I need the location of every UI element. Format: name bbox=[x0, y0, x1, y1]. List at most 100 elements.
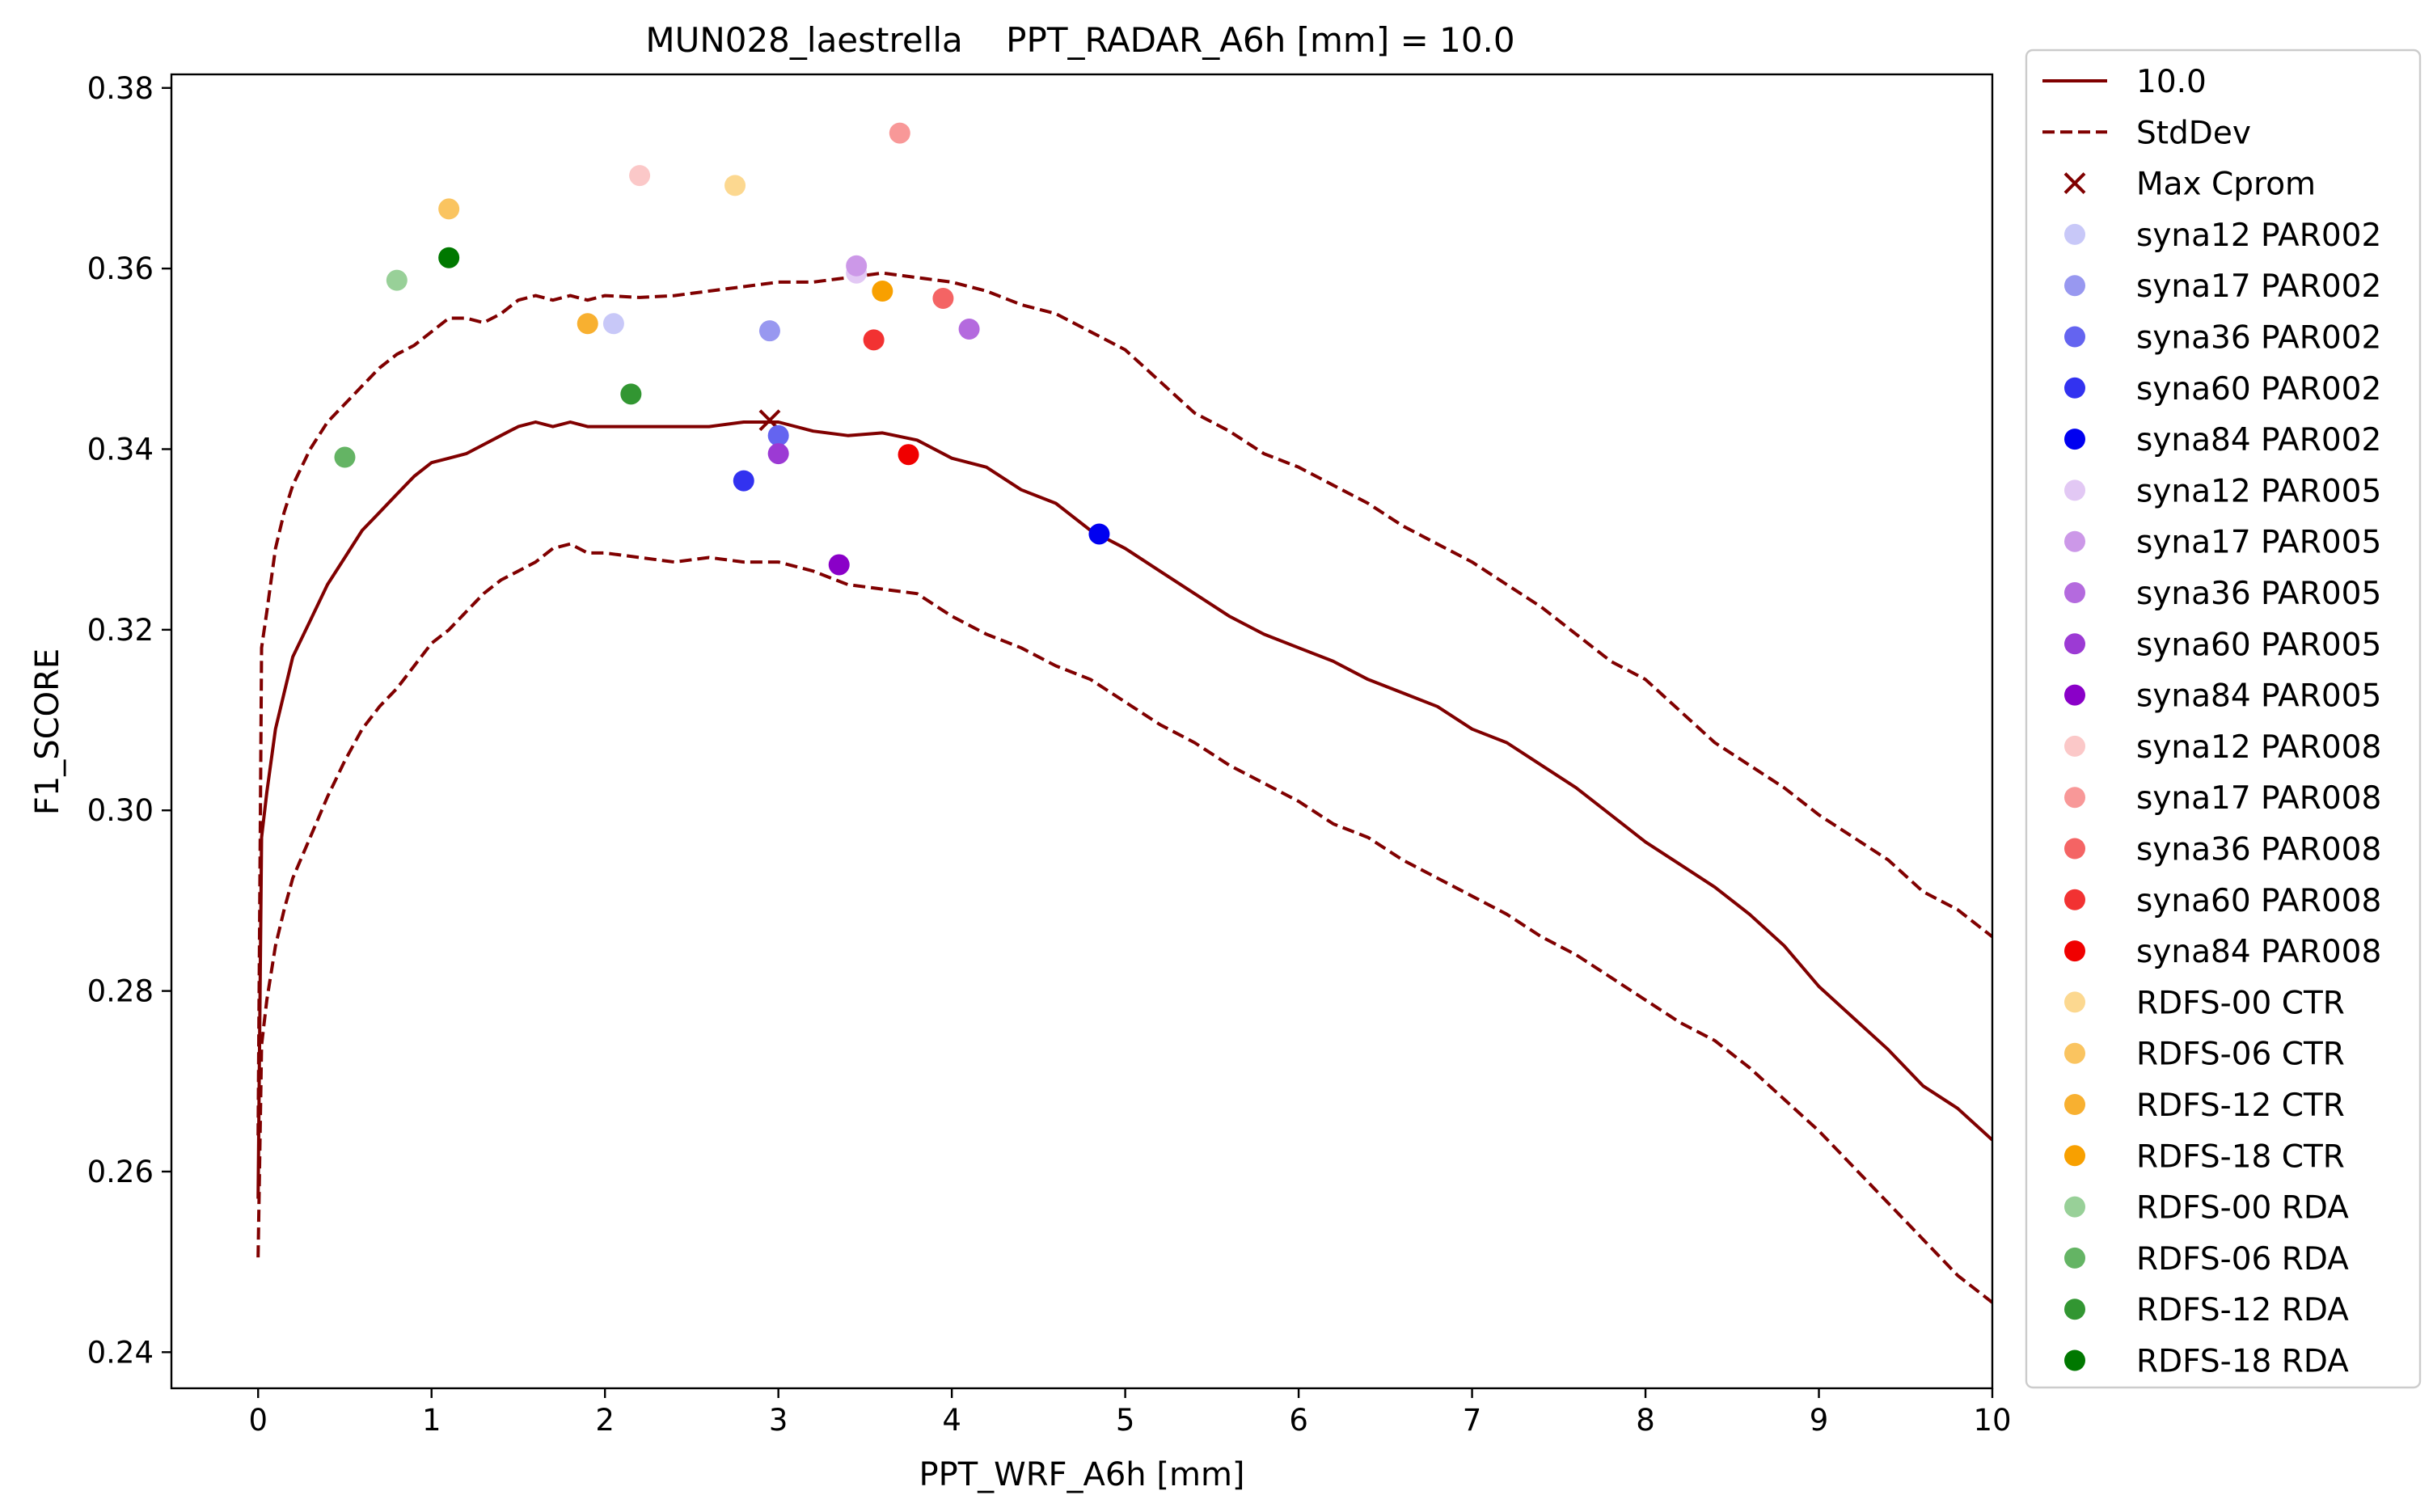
x-tick-label-8: 8 bbox=[1636, 1403, 1655, 1438]
point-syna60-par008 bbox=[863, 329, 885, 351]
legend-item-10-0: 10.0 bbox=[2042, 64, 2207, 100]
legend-marker bbox=[2064, 582, 2085, 603]
legend-item-syna84-par008: syna84 PAR008 bbox=[2064, 934, 2381, 970]
legend-marker bbox=[2064, 1247, 2085, 1269]
legend-label: syna84 PAR002 bbox=[2136, 422, 2381, 458]
legend-marker bbox=[2064, 1196, 2085, 1218]
point-syna17-par005 bbox=[846, 255, 868, 277]
legend-item-syna17-par002: syna17 PAR002 bbox=[2064, 268, 2381, 305]
legend-marker bbox=[2064, 735, 2085, 757]
legend-item-syna60-par008: syna60 PAR008 bbox=[2064, 883, 2381, 919]
legend-item-syna60-par005: syna60 PAR005 bbox=[2064, 627, 2381, 663]
point-syna12-par002 bbox=[602, 313, 624, 335]
point-syna84-par005 bbox=[828, 554, 850, 576]
legend-label: syna84 PAR008 bbox=[2136, 934, 2381, 970]
legend-marker bbox=[2064, 684, 2085, 706]
legend-label: syna84 PAR005 bbox=[2136, 678, 2381, 715]
point-rdfs-00-ctr bbox=[724, 175, 746, 196]
point-rdfs-18-rda bbox=[438, 247, 460, 268]
point-syna36-par008 bbox=[932, 287, 954, 309]
x-tick-label-7: 7 bbox=[1463, 1403, 1482, 1438]
legend-label: RDFS-18 CTR bbox=[2136, 1138, 2345, 1175]
legend-label: syna60 PAR005 bbox=[2136, 627, 2381, 663]
legend-item-syna12-par008: syna12 PAR008 bbox=[2064, 729, 2381, 766]
y-tick-label-7: 0.38 bbox=[87, 71, 154, 106]
legend-marker bbox=[2064, 223, 2085, 245]
x-tick-label-3: 3 bbox=[769, 1403, 788, 1438]
point-syna60-par002 bbox=[733, 470, 754, 492]
legend-marker bbox=[2064, 633, 2085, 655]
legend-marker bbox=[2064, 1299, 2085, 1320]
legend-label: RDFS-12 RDA bbox=[2136, 1292, 2349, 1328]
legend-item-rdfs-18-ctr: RDFS-18 CTR bbox=[2064, 1138, 2345, 1175]
legend-label: syna12 PAR005 bbox=[2136, 473, 2381, 509]
legend-item-syna12-par002: syna12 PAR002 bbox=[2064, 218, 2381, 254]
legend-label: 10.0 bbox=[2136, 64, 2207, 100]
y-tick-label-2: 0.28 bbox=[87, 974, 154, 1009]
legend-item-stddev: StdDev bbox=[2042, 115, 2251, 151]
legend-label: syna60 PAR002 bbox=[2136, 371, 2381, 408]
x-tick-label-6: 6 bbox=[1289, 1403, 1308, 1438]
legend-label: RDFS-06 RDA bbox=[2136, 1241, 2349, 1278]
point-rdfs-06-ctr bbox=[438, 198, 460, 220]
legend-item-rdfs-00-ctr: RDFS-00 CTR bbox=[2064, 985, 2345, 1021]
point-syna60-par005 bbox=[767, 443, 789, 465]
y-tick-label-4: 0.32 bbox=[87, 613, 154, 648]
legend-marker bbox=[2064, 1145, 2085, 1167]
y-tick-label-3: 0.30 bbox=[87, 793, 154, 828]
legend-item-rdfs-18-rda: RDFS-18 RDA bbox=[2064, 1344, 2349, 1380]
x-tick-label-10: 10 bbox=[1973, 1403, 2011, 1438]
legend-item-syna36-par008: syna36 PAR008 bbox=[2064, 832, 2381, 868]
stddev-line-2 bbox=[256, 542, 1992, 1304]
legend-marker bbox=[2064, 787, 2085, 809]
legend-marker bbox=[2064, 889, 2085, 910]
x-tick-label-1: 1 bbox=[422, 1403, 441, 1438]
x-tick-label-4: 4 bbox=[942, 1403, 961, 1438]
y-axis: 0.24 0.26 0.28 0.30 0.32 0.34 0.36 0.38 bbox=[87, 71, 171, 1370]
point-syna17-par008 bbox=[889, 122, 910, 144]
legend-label: syna12 PAR008 bbox=[2136, 729, 2381, 766]
legend-item-rdfs-06-rda: RDFS-06 RDA bbox=[2064, 1241, 2349, 1278]
stddev-line-1 bbox=[256, 271, 1992, 1136]
legend-item-rdfs-06-ctr: RDFS-06 CTR bbox=[2064, 1037, 2345, 1073]
legend-label: RDFS-12 CTR bbox=[2136, 1088, 2345, 1124]
legend-marker bbox=[2064, 275, 2085, 297]
point-syna17-par002 bbox=[758, 320, 780, 342]
point-syna84-par008 bbox=[898, 444, 919, 466]
y-axis-label: F1_SCORE bbox=[29, 648, 66, 815]
plot-frame bbox=[170, 73, 1994, 1390]
legend-label: syna36 PAR008 bbox=[2136, 832, 2381, 868]
legend-item-rdfs-12-rda: RDFS-12 RDA bbox=[2064, 1292, 2349, 1328]
legend-label: RDFS-00 RDA bbox=[2136, 1190, 2349, 1227]
legend-item-syna17-par005: syna17 PAR005 bbox=[2064, 525, 2381, 561]
legend-marker bbox=[2064, 429, 2085, 450]
legend-item-syna36-par005: syna36 PAR005 bbox=[2064, 576, 2381, 612]
legend-item-rdfs-12-ctr: RDFS-12 CTR bbox=[2064, 1088, 2345, 1124]
legend-marker bbox=[2064, 991, 2085, 1013]
legend-marker bbox=[2064, 940, 2085, 962]
y-tick-label-6: 0.36 bbox=[87, 251, 154, 286]
legend: 10.0 StdDev Max Cprom syna12 PAR002 syna17 P… bbox=[2025, 49, 2422, 1389]
point-rdfs-00-rda bbox=[386, 269, 408, 291]
legend-label: Max Cprom bbox=[2136, 167, 2316, 203]
legend-item-syna60-par002: syna60 PAR002 bbox=[2064, 371, 2381, 408]
lines-layer bbox=[256, 271, 1992, 1304]
point-rdfs-18-ctr bbox=[872, 281, 893, 302]
legend-label: RDFS-06 CTR bbox=[2136, 1037, 2345, 1073]
legend-label: syna12 PAR002 bbox=[2136, 218, 2381, 254]
x-tick-label-2: 2 bbox=[595, 1403, 615, 1438]
legend-marker bbox=[2064, 1094, 2085, 1115]
legend-item-rdfs-00-rda: RDFS-00 RDA bbox=[2064, 1190, 2349, 1227]
point-syna36-par005 bbox=[958, 318, 980, 340]
legend-marker bbox=[2064, 530, 2085, 552]
x-axis-label: PPT_WRF_A6h [mm] bbox=[919, 1456, 1244, 1493]
legend-frame bbox=[2025, 49, 2422, 1389]
point-syna84-par002 bbox=[1088, 523, 1110, 545]
legend-label: StdDev bbox=[2136, 115, 2251, 151]
legend-item-syna36-par002: syna36 PAR002 bbox=[2064, 320, 2381, 357]
mean-line bbox=[256, 420, 1992, 1199]
legend-label: syna17 PAR008 bbox=[2136, 780, 2381, 817]
legend-marker bbox=[2064, 1349, 2085, 1371]
point-syna12-par008 bbox=[629, 165, 651, 187]
